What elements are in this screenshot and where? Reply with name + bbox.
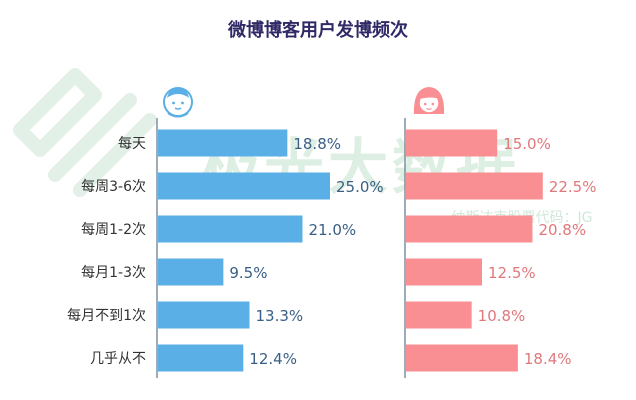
chart-title: 微博博客用户发博频次 xyxy=(227,19,408,41)
category-label: 每天 xyxy=(118,136,146,152)
bar-female xyxy=(406,215,533,243)
bar-female xyxy=(406,172,543,200)
female-avatar-icon xyxy=(413,87,445,114)
bar-male xyxy=(158,129,288,157)
bar-male xyxy=(158,258,224,286)
value-label-female: 22.5% xyxy=(549,178,597,196)
bar-male xyxy=(158,301,250,329)
category-label: 每月不到1次 xyxy=(67,308,146,324)
bar-female xyxy=(406,301,472,329)
bar-male xyxy=(158,344,244,372)
value-label-male: 13.3% xyxy=(256,307,304,325)
value-label-male: 21.0% xyxy=(308,221,356,239)
bar-male xyxy=(158,172,330,200)
value-label-female: 15.0% xyxy=(503,135,551,153)
bar-female xyxy=(406,129,498,157)
category-label: 每周1-2次 xyxy=(81,222,146,238)
category-label: 几乎从不 xyxy=(90,351,146,367)
value-label-male: 9.5% xyxy=(229,264,267,282)
category-label: 每月1-3次 xyxy=(81,265,146,281)
value-label-female: 10.8% xyxy=(478,307,526,325)
value-label-male: 18.8% xyxy=(293,135,341,153)
male-avatar-icon xyxy=(163,87,193,118)
value-label-female: 18.4% xyxy=(524,350,572,368)
bar-male xyxy=(158,215,303,243)
bar-female xyxy=(406,344,518,372)
category-label: 每周3-6次 xyxy=(81,179,146,195)
value-label-female: 20.8% xyxy=(538,221,586,239)
bar-female xyxy=(406,258,482,286)
value-label-male: 12.4% xyxy=(249,350,297,368)
watermark-logo-icon xyxy=(13,68,157,197)
value-label-female: 12.5% xyxy=(488,264,536,282)
value-label-male: 25.0% xyxy=(336,178,384,196)
